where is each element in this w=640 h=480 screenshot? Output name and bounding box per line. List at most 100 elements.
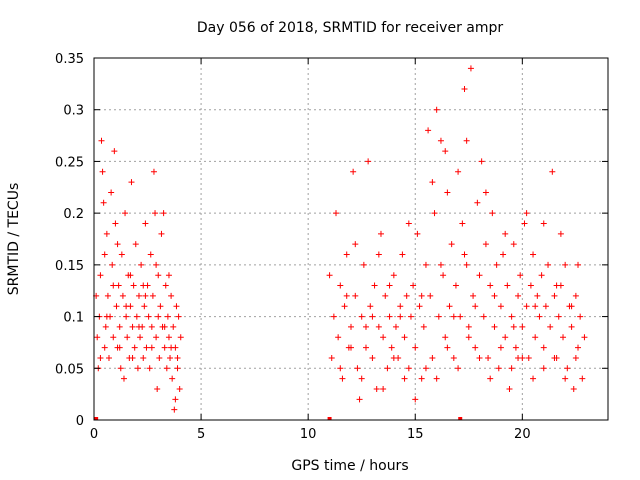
data-point (101, 251, 108, 258)
data-point (410, 282, 417, 289)
data-point (521, 220, 528, 227)
data-point (104, 292, 111, 299)
data-point (568, 323, 575, 330)
data-point (463, 261, 470, 268)
data-point (442, 148, 449, 155)
data-point (175, 313, 182, 320)
data-point (476, 272, 483, 279)
data-point (433, 106, 440, 113)
data-point (110, 282, 117, 289)
gap-marker (327, 417, 332, 420)
data-point (542, 303, 549, 310)
data-point (530, 375, 537, 382)
data-point (407, 313, 414, 320)
y-tick-label: 0.1 (63, 311, 84, 326)
data-point (562, 261, 569, 268)
data-point (124, 334, 131, 341)
data-point (392, 323, 399, 330)
data-point (572, 354, 579, 361)
data-point (352, 292, 359, 299)
data-point (367, 303, 374, 310)
x-axis-label: GPS time / hours (291, 458, 408, 474)
data-point (148, 344, 155, 351)
data-point (564, 365, 571, 372)
y-tick-label: 0.35 (55, 52, 84, 67)
data-point (128, 179, 135, 186)
data-point (173, 303, 180, 310)
data-point (135, 323, 142, 330)
data-point (532, 334, 539, 341)
data-point (341, 303, 348, 310)
data-point (429, 354, 436, 361)
data-point (562, 375, 569, 382)
data-point (140, 354, 147, 361)
data-point (375, 251, 382, 258)
data-point (474, 199, 481, 206)
data-point (369, 354, 376, 361)
data-point (575, 261, 582, 268)
x-tick-label: 20 (514, 427, 531, 442)
data-point (485, 354, 492, 361)
data-point (401, 334, 408, 341)
data-point (437, 137, 444, 144)
data-point (174, 365, 181, 372)
data-point (103, 230, 110, 237)
data-point (493, 261, 500, 268)
data-point (427, 292, 434, 299)
data-point (161, 344, 168, 351)
data-point (508, 313, 515, 320)
data-point (156, 354, 163, 361)
data-point (472, 303, 479, 310)
data-point (452, 282, 459, 289)
data-point (405, 365, 412, 372)
data-point (480, 313, 487, 320)
data-point (560, 334, 567, 341)
data-point (384, 365, 391, 372)
data-point (570, 385, 577, 392)
data-point (160, 210, 167, 217)
data-point (500, 251, 507, 258)
data-point (119, 292, 126, 299)
data-point (532, 303, 539, 310)
data-point (141, 303, 148, 310)
y-tick-label: 0.3 (63, 104, 84, 119)
y-tick-label: 0.25 (55, 155, 84, 170)
data-point (161, 323, 168, 330)
data-point (459, 220, 466, 227)
data-point (495, 365, 502, 372)
data-point (362, 344, 369, 351)
data-point (163, 365, 170, 372)
data-point (375, 323, 382, 330)
data-point (551, 292, 558, 299)
data-point (547, 323, 554, 330)
data-point (102, 323, 109, 330)
data-point (140, 282, 147, 289)
data-point (461, 86, 468, 93)
data-point (101, 344, 108, 351)
data-points (93, 65, 588, 413)
data-point (343, 251, 350, 258)
data-point (388, 344, 395, 351)
data-point (491, 292, 498, 299)
data-point (100, 199, 107, 206)
data-point (502, 230, 509, 237)
data-point (116, 344, 123, 351)
data-point (330, 313, 337, 320)
data-point (380, 334, 387, 341)
data-point (371, 282, 378, 289)
data-point (143, 344, 150, 351)
data-point (348, 344, 354, 351)
data-point (455, 168, 462, 175)
chart-title: Day 056 of 2018, SRMTID for receiver amp… (197, 20, 504, 36)
data-point (132, 241, 139, 248)
data-point (446, 303, 453, 310)
gap-marker (94, 417, 99, 420)
data-point (147, 251, 154, 258)
data-point (114, 241, 121, 248)
data-point (457, 313, 464, 320)
data-point (117, 365, 124, 372)
data-point (455, 365, 462, 372)
data-point (109, 261, 116, 268)
data-point (356, 396, 363, 403)
data-point (165, 334, 172, 341)
